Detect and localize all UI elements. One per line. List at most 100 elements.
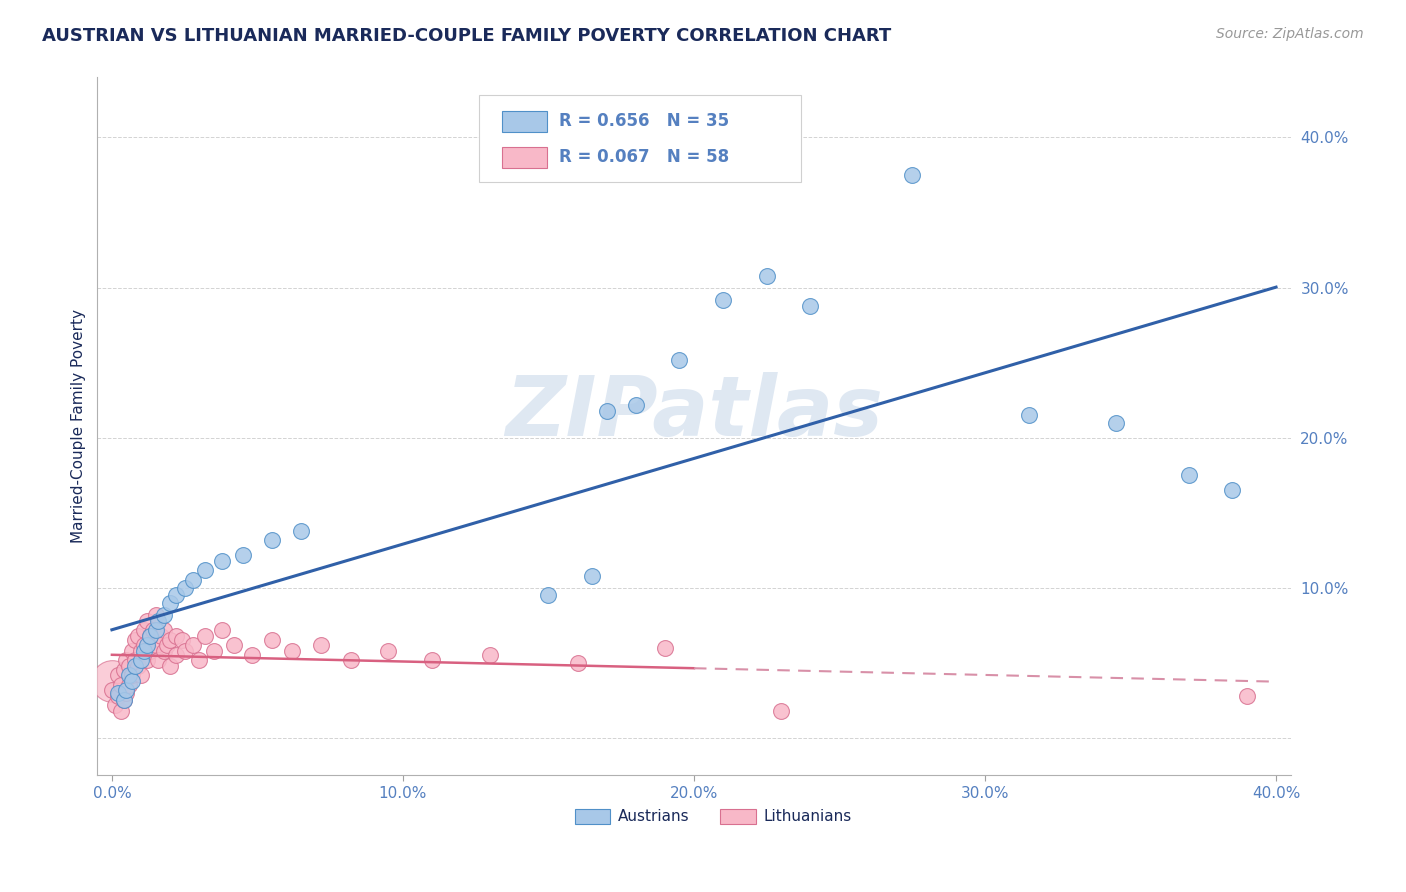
Point [290,524,312,538]
Point [183,638,205,652]
Point [711,293,734,307]
Point [148,614,170,628]
FancyBboxPatch shape [575,809,610,824]
Point [138,644,160,658]
Point [132,638,155,652]
Point [202,644,225,658]
Point [624,398,647,412]
Point [121,644,143,658]
FancyBboxPatch shape [720,809,756,824]
Point [107,686,129,700]
Point [142,623,165,637]
Point [127,629,149,643]
Point [104,698,127,712]
Point [755,268,778,283]
Point [1177,468,1199,483]
Text: ZIPatlas: ZIPatlas [505,372,883,453]
Point [311,638,333,652]
Point [165,588,187,602]
Point [115,682,138,697]
Point [101,673,124,688]
Point [654,640,676,655]
Text: AUSTRIAN VS LITHUANIAN MARRIED-COUPLE FAMILY POVERTY CORRELATION CHART: AUSTRIAN VS LITHUANIAN MARRIED-COUPLE FA… [42,27,891,45]
FancyBboxPatch shape [502,111,547,132]
Point [156,638,179,652]
FancyBboxPatch shape [479,95,801,182]
Point [173,581,195,595]
Point [148,653,170,667]
Point [115,653,138,667]
Text: Source: ZipAtlas.com: Source: ZipAtlas.com [1216,27,1364,41]
Point [153,644,176,658]
Point [112,693,135,707]
Point [159,633,181,648]
Point [129,653,152,667]
Point [799,299,821,313]
Point [121,668,143,682]
Point [170,633,193,648]
Point [224,638,246,652]
Point [183,574,205,588]
Point [260,633,283,648]
Point [1105,416,1128,430]
Point [260,533,283,547]
Point [595,403,617,417]
Point [107,668,129,682]
Point [101,682,124,697]
Point [581,568,603,582]
Y-axis label: Married-Couple Family Poverty: Married-Couple Family Poverty [72,310,86,543]
Point [479,648,502,663]
Point [537,588,560,602]
Point [124,633,146,648]
Point [232,548,254,562]
Point [118,678,141,692]
Point [135,653,157,667]
Point [1018,408,1040,422]
Point [1236,689,1258,703]
Point [138,629,160,643]
Point [194,629,217,643]
FancyBboxPatch shape [502,147,547,169]
Point [135,638,157,652]
Point [112,693,135,707]
Point [770,704,793,718]
Point [124,653,146,667]
Point [129,644,152,658]
Point [110,704,132,718]
Point [668,352,690,367]
Point [173,644,195,658]
Point [159,658,181,673]
Text: R = 0.067   N = 58: R = 0.067 N = 58 [560,148,730,166]
Point [118,658,141,673]
Point [567,656,589,670]
Point [107,689,129,703]
Point [138,629,160,643]
Point [211,554,233,568]
Point [153,607,176,622]
Text: Austrians: Austrians [617,809,689,824]
Point [165,648,187,663]
Point [132,644,155,658]
Point [377,644,399,658]
Point [150,629,173,643]
Point [240,648,263,663]
Point [127,658,149,673]
Point [145,638,167,652]
Point [115,686,138,700]
Point [159,596,181,610]
Point [112,663,135,677]
Point [188,653,211,667]
Point [153,623,176,637]
Point [211,623,233,637]
Point [145,623,167,637]
Point [124,658,146,673]
Point [339,653,361,667]
Text: Lithuanians: Lithuanians [763,809,852,824]
Point [165,629,187,643]
Point [420,653,443,667]
Point [129,668,152,682]
Point [1222,483,1244,498]
Point [145,607,167,622]
Point [132,623,155,637]
Point [110,678,132,692]
